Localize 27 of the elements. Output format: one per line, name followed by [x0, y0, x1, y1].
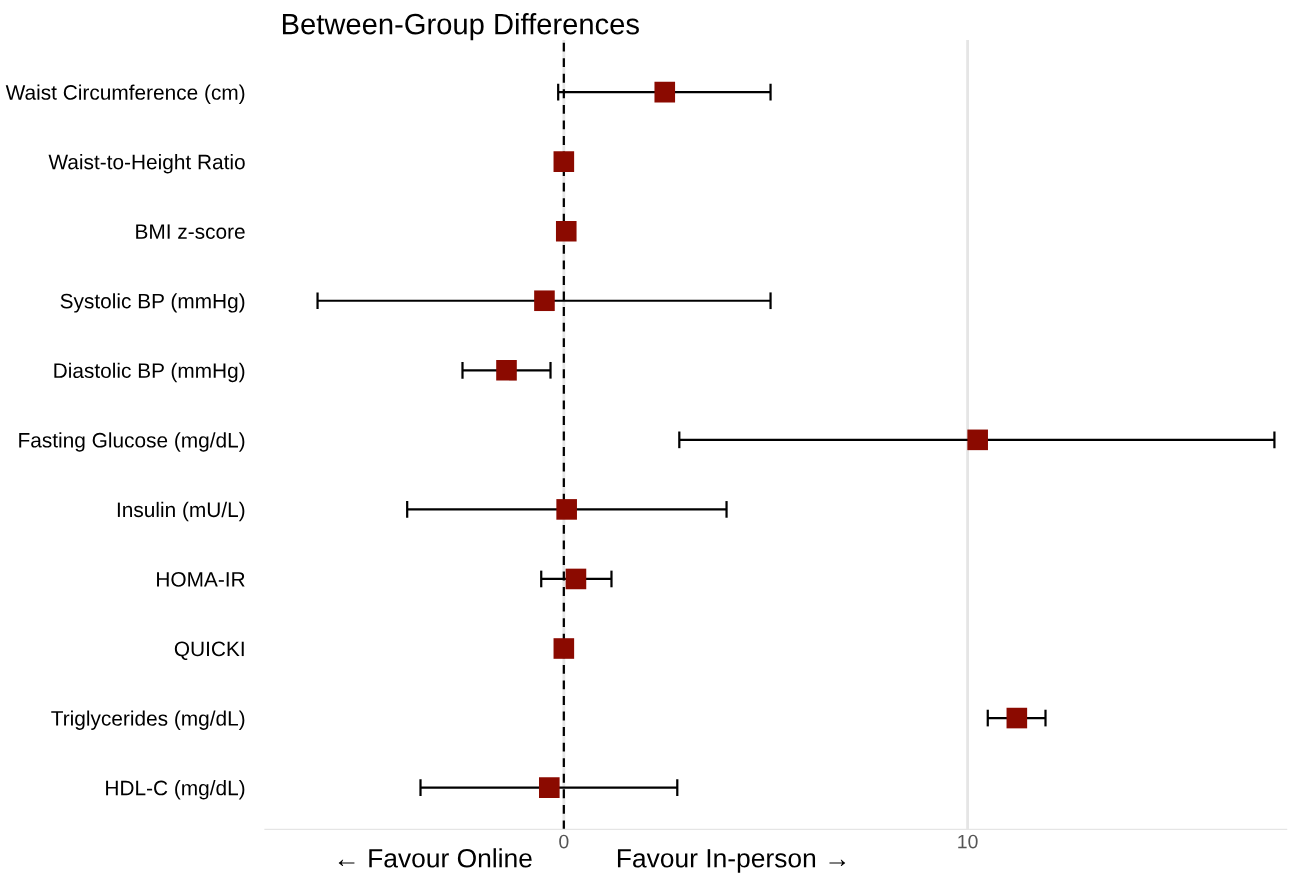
y-tick-label: BMI z-score — [136, 224, 245, 239]
point — [539, 777, 560, 798]
y-tick-label: Triglycerides (mg/dL) — [51, 710, 245, 730]
point — [654, 81, 676, 103]
text: ← Favour Online — [338, 848, 532, 868]
x-tick-label: 10 — [958, 834, 978, 849]
text: Favour In-person → — [617, 849, 846, 873]
point — [565, 568, 587, 590]
y-tick-label: Waist Circumference (cm) — [5, 84, 245, 104]
y-tick-label: Systolic BP (mmHg) — [60, 293, 245, 313]
y-tick-label: Diastolic BP (mmHg) — [54, 362, 245, 383]
point — [556, 499, 577, 520]
point — [555, 220, 577, 242]
y-tick-label: HOMA-IR — [157, 571, 245, 587]
x-tick-label: 0 — [559, 834, 569, 849]
y-tick-label: Fasting Glucose (mg/dL) — [19, 432, 245, 452]
point — [496, 359, 517, 381]
y-tick-label: Waist-to-Height Ratio — [48, 154, 245, 174]
point — [534, 290, 555, 312]
point — [553, 638, 575, 659]
y-tick-label: HDL-C (mg/dL) — [106, 780, 245, 800]
point — [967, 429, 988, 451]
y-tick-label: Insulin (mU/L) — [117, 501, 245, 522]
point — [553, 151, 575, 172]
y-tick-label: QUICKI — [174, 641, 244, 660]
chart-title: Between-Group Differences — [282, 13, 639, 41]
point — [1006, 707, 1028, 729]
